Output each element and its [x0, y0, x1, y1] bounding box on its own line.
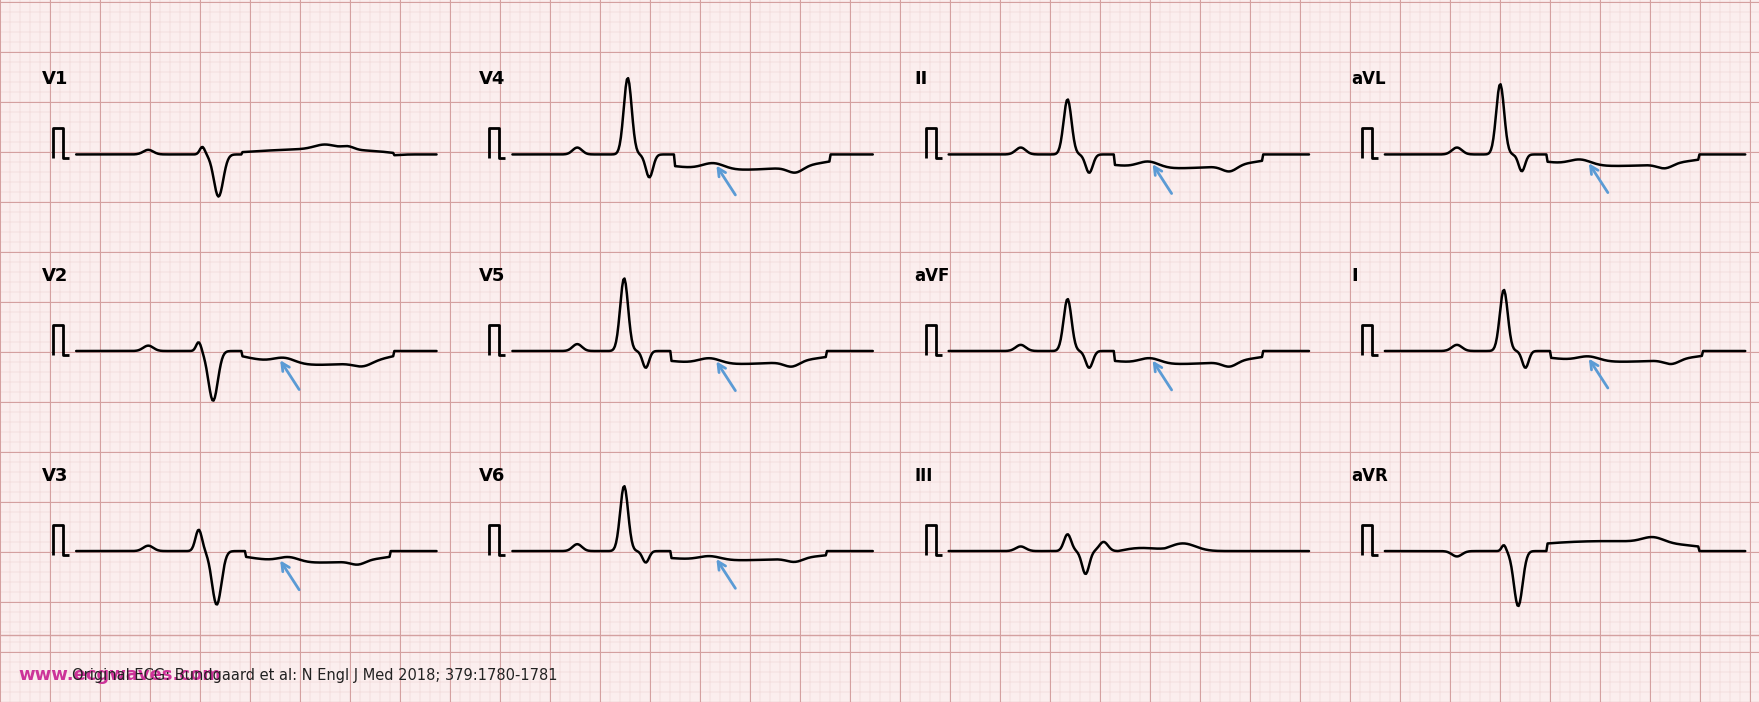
Text: V6: V6: [478, 467, 505, 485]
Text: V1: V1: [42, 70, 69, 88]
Text: Original ECG: Bundgaard et al: N Engl J Med 2018; 379:1780-1781: Original ECG: Bundgaard et al: N Engl J …: [72, 668, 558, 682]
Text: V2: V2: [42, 267, 69, 285]
Text: I: I: [1351, 267, 1358, 285]
Text: aVF: aVF: [915, 267, 950, 285]
Text: aVL: aVL: [1351, 70, 1386, 88]
Text: III: III: [915, 467, 932, 485]
Text: V5: V5: [478, 267, 505, 285]
Text: II: II: [915, 70, 929, 88]
Text: V3: V3: [42, 467, 69, 485]
Text: aVR: aVR: [1351, 467, 1388, 485]
Text: V4: V4: [478, 70, 505, 88]
Text: www.ecgwaves.com: www.ecgwaves.com: [18, 666, 222, 684]
